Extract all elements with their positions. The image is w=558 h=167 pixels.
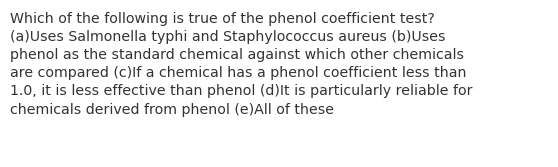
- Text: Which of the following is true of the phenol coefficient test?
(a)Uses Salmonell: Which of the following is true of the ph…: [10, 12, 473, 117]
